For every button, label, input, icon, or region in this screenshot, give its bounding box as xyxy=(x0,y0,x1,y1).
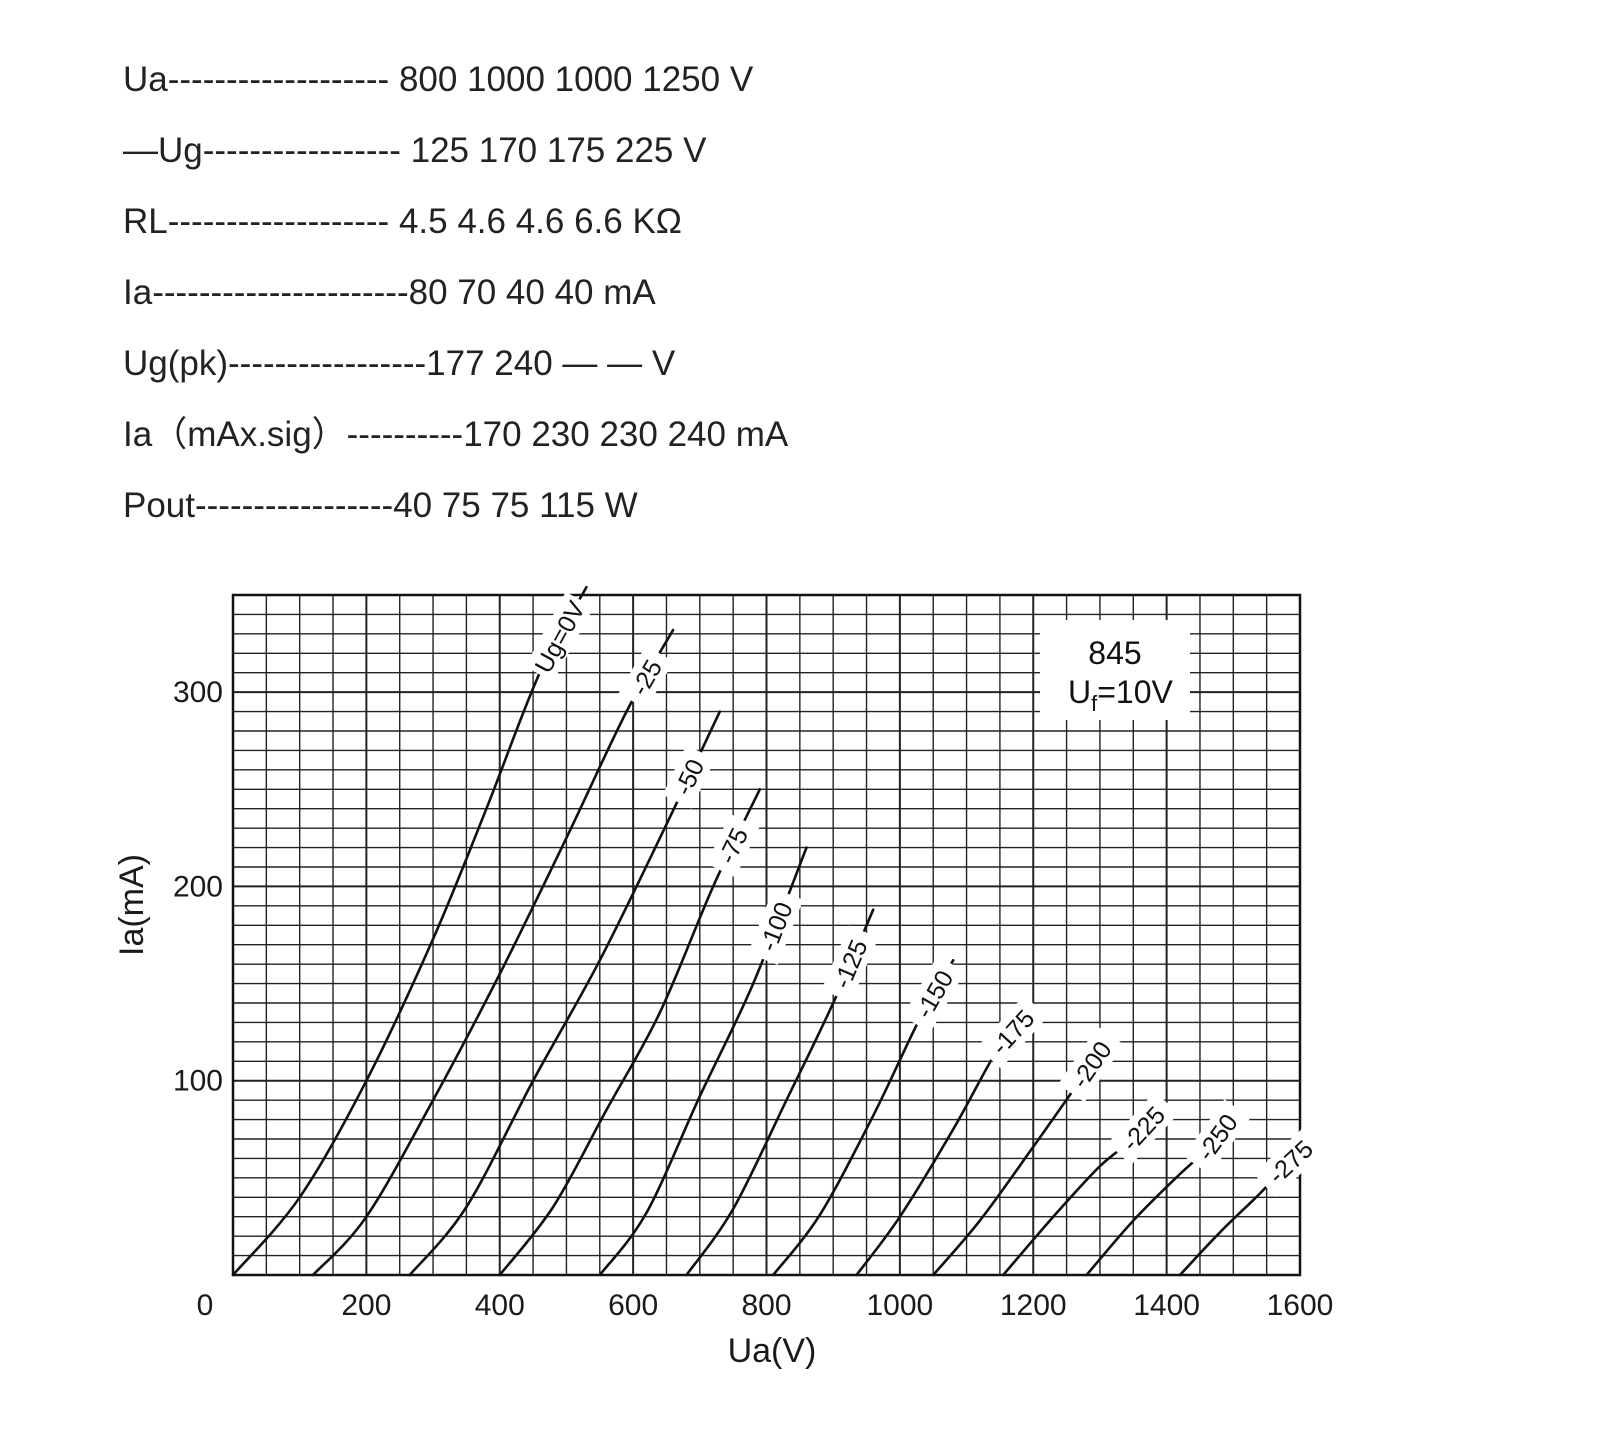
filament-subscript: f xyxy=(1091,691,1098,716)
curve-label-group: -250 xyxy=(1183,1099,1251,1175)
spec-row-ug: —Ug----------------- 125 170 175 225 V xyxy=(123,129,1123,200)
spec-values: 40 75 75 115 W xyxy=(393,486,638,525)
spec-dashes: ---------------------- xyxy=(152,273,409,312)
curve-label-group: -175 xyxy=(977,995,1048,1069)
tube-badge-bg xyxy=(1040,620,1190,720)
curve-label-bg xyxy=(618,645,674,710)
spec-list: Ua------------------- 800 1000 1000 1250… xyxy=(123,58,1123,555)
spec-label: Ia xyxy=(123,273,153,312)
curve-ug-25 xyxy=(311,628,675,1277)
filament-symbol: U xyxy=(1068,674,1091,710)
filament-value: =10V xyxy=(1097,674,1173,710)
curve-label-group: -225 xyxy=(1107,1091,1179,1165)
curve-label: Ug=0V xyxy=(530,596,592,677)
spec-row-ia: Ia----------------------80 70 40 40 mA xyxy=(123,271,1123,342)
curve-label-bg xyxy=(1253,1126,1327,1198)
spec-label: Ug(pk) xyxy=(123,344,229,383)
curve-label-bg xyxy=(1058,1026,1125,1103)
x-tick-label: 400 xyxy=(475,1289,525,1322)
spec-values: 177 240 — — V xyxy=(426,344,676,383)
spec-values: 800 1000 1000 1250 V xyxy=(398,60,754,99)
spec-values: 125 170 175 225 V xyxy=(410,131,707,170)
curve-labels: Ug=0V -25-50-75-100-125-150-175-200-225 -2… xyxy=(525,591,1327,1198)
curve-label-bg xyxy=(902,955,966,1033)
spec-values: 80 70 40 40 mA xyxy=(408,273,656,312)
curve-label-group: -200 xyxy=(1058,1026,1125,1103)
y-tick-label: 300 xyxy=(173,676,223,709)
x-tick-label: 200 xyxy=(341,1289,391,1322)
x-tick-label: 1000 xyxy=(867,1289,934,1322)
curve-label-group: -75 xyxy=(706,813,760,878)
spec-row-rl: RL------------------- 4.5 4.6 4.6 6.6 KΩ xyxy=(123,200,1123,271)
curve-label-bg xyxy=(525,591,594,682)
x-tick-label: 1200 xyxy=(1000,1289,1067,1322)
spec-dashes: ----------------- xyxy=(195,486,394,525)
curve-label-bg xyxy=(662,745,716,809)
curve-label-group: -50 xyxy=(662,745,716,809)
spec-row-ia-max: Ia（mAx.sig）----------170 230 230 240 mA xyxy=(123,413,1123,484)
spec-label: —Ug xyxy=(123,131,203,170)
curve-label-bg xyxy=(1107,1091,1179,1165)
spec-label: Pout xyxy=(123,486,195,525)
curve-label-group: -25 xyxy=(618,645,674,710)
curve-label-group: -275 xyxy=(1253,1126,1327,1198)
plot-frame xyxy=(231,593,1302,1277)
curve-ug-75 xyxy=(498,788,762,1277)
y-tick-label: 200 xyxy=(173,870,223,903)
curve-label-group: -100 xyxy=(747,888,804,965)
curves xyxy=(231,585,1302,1277)
y-tick-label: 100 xyxy=(173,1065,223,1098)
filament-voltage-label: Uf=10V xyxy=(1068,674,1174,716)
curve-label-group: -150 xyxy=(902,955,966,1033)
curve-label-group: Ug=0V xyxy=(525,591,594,682)
spec-dashes: ----------------- xyxy=(228,344,427,383)
axes: 0 200 400 600 800 1000 1200 1400 1600 100 200 300 Ua… xyxy=(113,676,1333,1370)
spec-dashes: ------------------- xyxy=(167,60,390,99)
spec-label: RL xyxy=(123,202,168,241)
x-tick-label: 800 xyxy=(741,1289,791,1322)
spec-values: 170 230 230 240 mA xyxy=(463,415,789,454)
curve-label-bg xyxy=(1183,1099,1251,1175)
spec-dashes: ---------- xyxy=(346,415,464,454)
spec-label: Ua xyxy=(123,60,168,99)
spec-label: Ia（mAx.sig） xyxy=(123,415,347,454)
x-axis-title: Ua(V) xyxy=(728,1332,817,1370)
curve-label-bg xyxy=(706,813,760,878)
x-tick-label: 600 xyxy=(608,1289,658,1322)
curve-ug-50 xyxy=(408,710,722,1277)
x-tick-label: 1600 xyxy=(1267,1289,1334,1322)
spec-row-ugpk: Ug(pk)-----------------177 240 — — V xyxy=(123,342,1123,413)
y-axis-title: Ia(mA) xyxy=(113,854,151,956)
x-tick-label: 1400 xyxy=(1133,1289,1200,1322)
spec-row-ua: Ua------------------- 800 1000 1000 1250… xyxy=(123,58,1123,129)
x-tick-label: 0 xyxy=(197,1289,214,1322)
curve-label-bg xyxy=(821,925,879,1003)
tube-type-label: 845 xyxy=(1088,635,1141,671)
spec-row-pout: Pout-----------------40 75 75 115 W xyxy=(123,484,1123,555)
curve-ug-0v xyxy=(231,585,588,1277)
spec-dashes: ----------------- xyxy=(202,131,401,170)
curve-label-bg xyxy=(977,995,1048,1069)
curve-label-bg xyxy=(747,888,804,965)
spec-values: 4.5 4.6 4.6 6.6 KΩ xyxy=(398,202,682,241)
spec-dashes: ------------------- xyxy=(167,202,390,241)
